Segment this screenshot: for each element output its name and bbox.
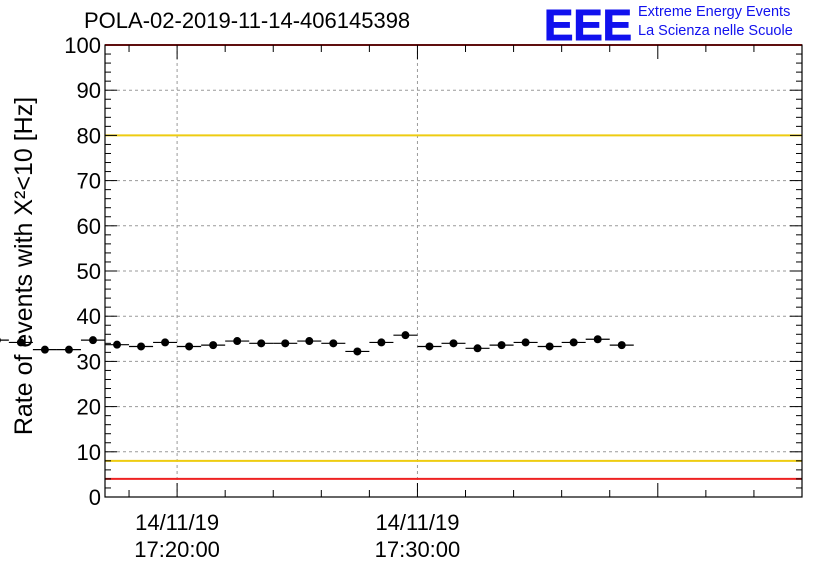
y-tick-label: 40 [77,304,101,329]
y-tick-label: 70 [77,169,101,194]
eee-logo-icon: EEE [544,2,633,44]
data-point [473,344,482,353]
data-point [0,337,1,343]
data-point [497,341,506,350]
data-point [16,338,25,347]
y-tick-label: 10 [77,440,101,465]
y-tick-label: 90 [77,78,101,103]
y-tick-label: 80 [77,123,101,148]
y-tick-label: 50 [77,259,101,284]
data-point [569,338,578,347]
svg-text:EEE: EEE [544,2,632,44]
data-point [161,338,170,347]
x-tick-label-date: 14/11/19 [375,510,459,535]
data-point [353,347,362,356]
logo-line-2: La Scienza nelle Scuole [638,23,793,39]
data-point [329,339,338,348]
chart-title: POLA-02-2019-11-14-406145398 [84,8,411,33]
data-point [377,338,386,347]
x-tick-label-time: 17:20:00 [134,537,220,562]
data-point [425,342,434,351]
data-point [64,345,73,354]
data-point [88,336,97,345]
data-point [281,339,290,348]
data-point [113,340,122,349]
data-point [617,341,626,350]
y-axis-label: Rate of events with X²<10 [Hz] [10,97,38,435]
y-tick-label: 0 [89,485,101,510]
data-point [185,342,194,351]
logo-line-1: Extreme Energy Events [638,4,791,20]
y-tick-label: 20 [77,395,101,420]
data-point [449,339,458,348]
data-point [257,339,266,348]
data-point [40,345,49,354]
data-point [233,337,242,346]
data-point [593,335,602,344]
data-point [137,342,146,351]
data-point [521,338,530,347]
data-point [545,342,554,351]
y-tick-label: 30 [77,349,101,374]
y-tick-label: 100 [64,33,101,58]
x-tick-label-date: 14/11/19 [135,510,219,535]
x-tick-label-time: 17:30:00 [375,537,461,562]
data-point [305,337,314,346]
y-tick-label: 60 [77,214,101,239]
logo-caption: Extreme Energy Events La Scienza nelle S… [638,3,793,41]
data-point [401,331,410,340]
data-point [209,341,218,350]
